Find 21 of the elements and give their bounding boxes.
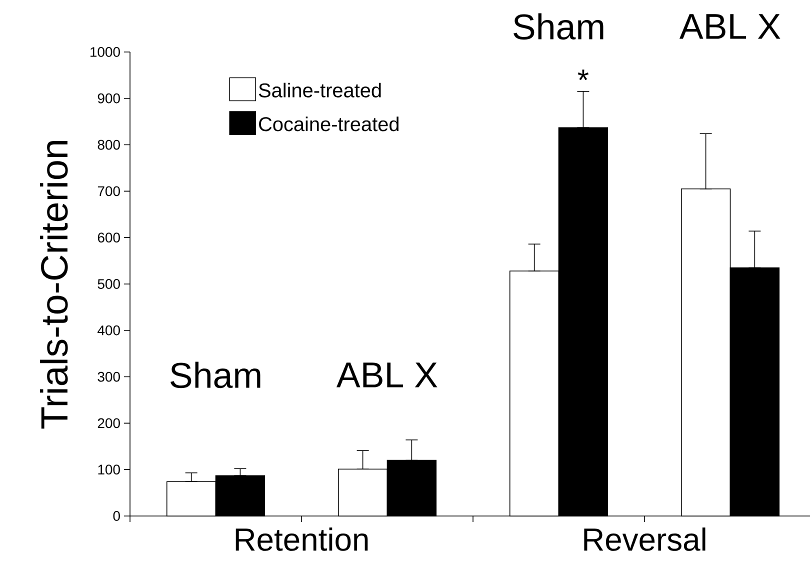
- y-tick-label: 100: [98, 464, 120, 475]
- y-tick-label: 700: [98, 186, 120, 196]
- x-tick-label: ABL X: [679, 14, 780, 39]
- y-tick-label: 500: [98, 279, 120, 289]
- y-axis-title: Trials-to-Criterion: [40, 140, 68, 429]
- text: Retention: [236, 528, 368, 551]
- y-tick-label: 200: [98, 418, 120, 428]
- x-tick-label: ABL X: [336, 362, 438, 388]
- y-tick-label: 600: [98, 232, 120, 243]
- legend-label: Cocaine-treated: [259, 116, 398, 132]
- y-tick-label: 1000: [90, 47, 120, 57]
- y-tick-label: 400: [98, 325, 120, 336]
- y-tick-label: 0: [113, 511, 120, 521]
- x-tick-label: Sham: [514, 13, 604, 40]
- y-tick-label: 300: [98, 372, 120, 382]
- legend-label: Saline-treated: [258, 82, 381, 98]
- y-tick-label: 800: [98, 140, 120, 150]
- text: Reversal: [584, 528, 706, 551]
- y-tick-label: 900: [98, 93, 120, 104]
- x-tick-label: Sham: [170, 362, 260, 388]
- data-label: *: [578, 70, 589, 80]
